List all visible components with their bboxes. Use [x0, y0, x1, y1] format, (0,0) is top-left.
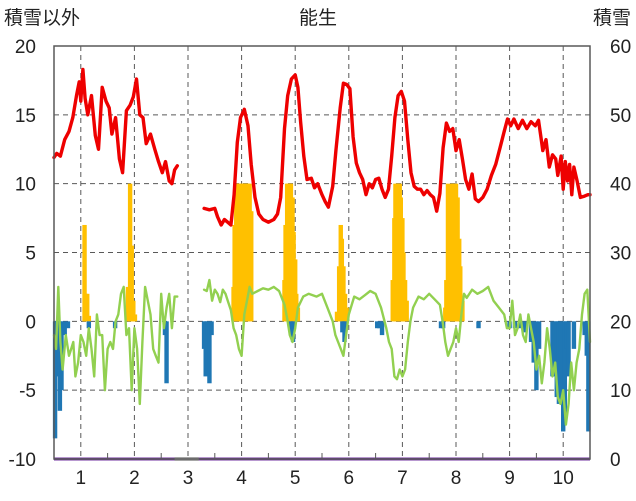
- bar-mark: [344, 307, 349, 322]
- bar-mark: [342, 321, 347, 342]
- bar-mark: [82, 224, 87, 322]
- y-left-tick-label: 20: [15, 37, 36, 58]
- bar-mark: [249, 211, 254, 322]
- bar-mark: [550, 321, 555, 377]
- bar-mark: [377, 321, 382, 329]
- bar-mark: [52, 321, 58, 439]
- y-right-tick-label: 60: [610, 37, 631, 58]
- bar-mark: [518, 321, 523, 329]
- bar-mark: [85, 293, 90, 322]
- bar-mark: [294, 293, 299, 322]
- y-right-tick-label: 40: [610, 175, 631, 196]
- y-left-tick-label: 15: [15, 106, 36, 127]
- bar-mark: [586, 321, 591, 432]
- bar-mark: [129, 245, 134, 322]
- bar-mark: [164, 321, 169, 384]
- y-left-tick-label: 5: [25, 244, 36, 265]
- bar-mark: [203, 321, 208, 377]
- series-line: [52, 285, 179, 406]
- chart-title: 能生: [299, 7, 337, 29]
- y-right-tick-label: 0: [610, 450, 621, 471]
- bar-mark: [558, 321, 563, 391]
- series-line: [52, 67, 180, 186]
- bar-mark: [65, 321, 71, 329]
- right-axis-label: 積雪: [593, 7, 631, 29]
- bar-mark: [562, 321, 568, 418]
- x-tick-label: 9: [504, 468, 515, 489]
- y-left-tick-label: 0: [25, 312, 36, 333]
- y-right-tick-label: 10: [610, 381, 631, 402]
- x-tick-label: 8: [451, 468, 462, 489]
- bar-mark: [293, 259, 298, 322]
- bar-mark: [536, 321, 542, 349]
- bar-mark: [62, 321, 67, 336]
- axis-labels: -10 -5 0 5 10 15 20 0 10 20 30 40 50 60 1 2 3 4 5 6 7 8 9 10: [9, 37, 632, 489]
- bar-mark: [534, 321, 539, 391]
- bar-mark: [404, 300, 409, 322]
- x-tick-label: 4: [236, 468, 247, 489]
- x-tick-label: 5: [290, 468, 301, 489]
- bar-mark: [86, 315, 92, 322]
- x-tick-label: 10: [553, 468, 574, 489]
- left-axis-label: 積雪以外: [4, 7, 80, 29]
- series-line: [202, 278, 592, 426]
- series-line: [202, 73, 592, 227]
- bar-mark: [207, 321, 212, 384]
- bar-mark: [566, 321, 571, 377]
- y-right-tick-label: 50: [610, 106, 631, 127]
- bar-mark: [379, 321, 385, 336]
- x-tick-label: 7: [397, 468, 408, 489]
- y-left-tick-label: -5: [19, 381, 36, 402]
- y-right-tick-label: 30: [610, 244, 631, 265]
- y-left-tick-label: -10: [9, 450, 36, 471]
- y-right-tick-label: 20: [610, 312, 631, 333]
- bar-mark: [209, 321, 214, 336]
- bar-mark: [342, 293, 348, 322]
- y-left-tick-label: 10: [15, 175, 36, 196]
- bar-mark: [290, 321, 296, 342]
- bar-mark: [458, 266, 463, 322]
- bar-mark: [522, 321, 527, 333]
- x-tick-label: 1: [76, 468, 87, 489]
- bar-mark: [131, 300, 136, 322]
- bar-mark: [571, 321, 577, 349]
- x-tick-label: 2: [129, 468, 140, 489]
- x-tick-label: 6: [344, 468, 355, 489]
- bar-mark: [476, 321, 481, 329]
- bar-mark: [86, 321, 92, 329]
- x-tick-label: 3: [183, 468, 194, 489]
- bar-mark: [132, 314, 138, 322]
